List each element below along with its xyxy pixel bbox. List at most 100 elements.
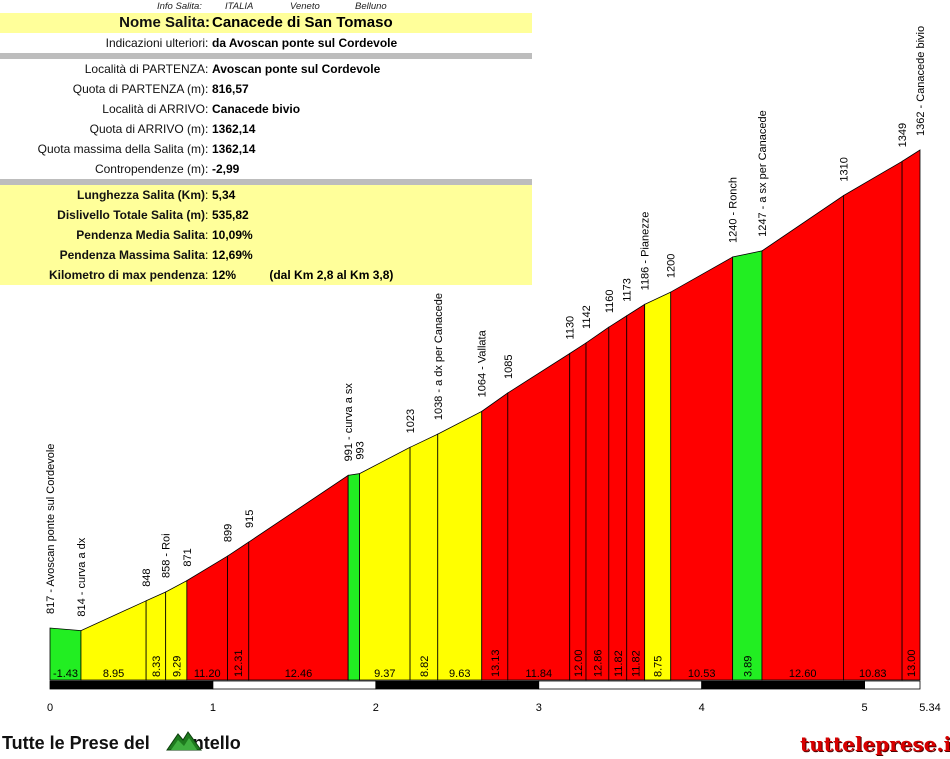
mountain-logo-icon [166,731,202,751]
info-row-colon: : [205,228,209,242]
km-bar-segment [864,680,921,690]
x-tick-label: 1 [210,702,216,714]
climb-info-table: Nome Salita: Canacede di San Tomaso Indica… [0,13,532,285]
info-row-colon: : [205,14,210,31]
table-separator [0,53,532,59]
info-row-label: Dislivello Totale Salita (m) [57,208,205,222]
elevation-label: 1240 - Ronch [728,177,740,243]
info-row-value: 816,57 [212,82,249,96]
grade-label: 9.29 [171,656,183,677]
elevation-label: 991 - curva a sx [343,383,355,462]
grade-label: 12.31 [233,649,245,677]
elevation-label: 1142 [581,305,593,329]
profile-segment [608,315,628,681]
grade-label: 9.63 [449,668,470,680]
info-row-colon: : [205,162,209,176]
profile-segment [409,433,439,681]
elevation-label: 817 - Avoscan ponte sul Cordevole [45,444,57,614]
profile-segment [569,342,587,681]
km-bar-segment [701,680,866,690]
elevation-label: 1200 [666,254,678,278]
info-row-colon: : [205,102,209,116]
profile-segment [843,160,903,681]
elevation-label: 1085 [503,354,515,378]
info-row-colon: : [205,122,209,136]
info-row: Quota di PARTENZA (m):816,57 [0,79,532,99]
elevation-label: 848 [141,568,153,586]
info-row: Lunghezza Salita (Km):5,34 [0,185,532,205]
info-row-label: Quota di PARTENZA (m) [72,82,205,96]
info-row-value: 12% (dal Km 2,8 al Km 3,8) [212,268,394,282]
grade-label: -1.43 [53,668,78,680]
grade-label: 12.46 [285,668,313,680]
info-row-label: Località di PARTENZA [84,62,205,76]
grade-label: 8.33 [151,656,163,677]
info-row-value: 12,69% [212,248,253,262]
info-row: Indicazioni ulteriori: da Avoscan ponte s… [0,33,532,53]
info-row-value: 1362,14 [212,142,256,156]
info-row-colon: : [205,142,209,156]
x-tick-label: 5 [862,702,868,714]
elevation-label: 871 [182,548,194,566]
info-row-colon: : [205,248,209,262]
info-row-label: Località di ARRIVO [102,102,205,116]
profile-segment [761,194,844,681]
info-row-value: 1362,14 [212,122,256,136]
elevation-label: 1173 [622,278,634,302]
elevation-label: 1247 - a sx per Canacede [757,110,769,237]
elevation-label: 1186 - Pianezze [640,212,652,291]
info-row-label: Kilometro di max pendenza [48,268,205,282]
info-row-colon: : [205,62,209,76]
elevation-label: 1349 [897,123,909,147]
info-row-value: -2,99 [212,162,240,176]
grade-label: 8.95 [103,668,124,680]
profile-segment [481,392,509,681]
info-row-value: Canacede bivio [212,102,301,116]
x-tick-label: 4 [699,702,705,714]
info-salita-label: Info Salita: [157,1,202,12]
profile-segment [670,256,734,681]
grade-label: 8.82 [419,656,431,677]
info-row: Località di ARRIVO: Canacede bivio [0,99,532,119]
elevation-label: 1064 - Vallata [477,329,489,397]
info-row: Pendenza Media Salita:10,09% [0,225,532,245]
info-row-colon: : [205,188,209,202]
x-tick-label: 0 [47,702,53,714]
grade-label: 11.82 [631,650,643,677]
grade-label: 11.20 [194,668,221,680]
info-row-colon: : [205,208,209,222]
grade-label: 11.82 [613,650,625,677]
km-bar-segment [375,680,540,690]
grade-label: 12.86 [592,649,604,677]
grade-label: 9.37 [374,668,395,680]
info-row-label: Pendenza Media Salita [76,228,205,242]
info-row-colon: : [205,82,209,96]
footer-brand: Tutte le Prese del ontello [2,733,241,754]
info-row-value: 10,09% [212,228,253,242]
info-row-value: Avoscan ponte sul Cordevole [212,62,381,76]
elevation-label: 1023 [405,409,417,433]
grade-label: 12.00 [573,649,585,677]
profile-segment [626,303,646,681]
grade-label: 13.00 [906,649,918,677]
grade-label: 8.75 [653,656,665,677]
km-bar-segment [49,680,214,690]
info-row-colon: : [205,268,209,282]
grade-label: 13.13 [490,649,502,677]
profile-segment [732,250,763,681]
table-separator [0,179,532,185]
country-label: ITALIA [225,1,254,12]
info-row-label: Contropendenze (m) [94,162,205,176]
info-row: Quota di ARRIVO (m):1362,14 [0,119,532,139]
info-row: Quota massima della Salita (m):1362,14 [0,139,532,159]
info-header: Info Salita: ITALIA Veneto Belluno [0,1,532,13]
km-bar-segment [538,680,703,690]
grade-label: 10.83 [859,668,887,680]
grade-label: 3.89 [742,656,754,677]
elevation-label: 1160 [604,290,616,314]
region-label: Veneto [290,1,320,12]
info-row-label: Pendenza Massima Salita [59,248,205,262]
info-row: Dislivello Totale Salita (m):535,82 [0,205,532,225]
info-row-label: Nome Salita [119,14,205,31]
